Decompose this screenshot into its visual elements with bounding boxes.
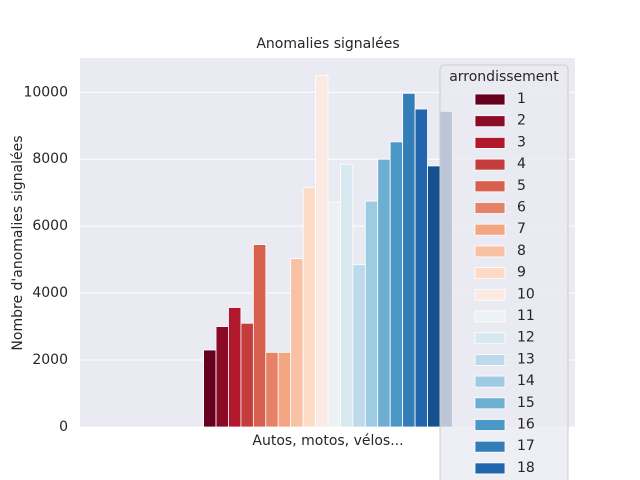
bar [327, 201, 341, 428]
legend-label: 13 [517, 351, 535, 367]
legend-label: 9 [517, 265, 526, 281]
legend-label: 2 [517, 113, 526, 129]
bar [240, 322, 254, 428]
bar [315, 75, 329, 428]
legend-swatch [474, 397, 506, 410]
legend-label: 18 [517, 460, 535, 476]
bar [427, 165, 441, 428]
legend-label: 3 [517, 134, 526, 150]
bar [364, 200, 379, 428]
bar [302, 187, 316, 428]
legend-swatch [474, 332, 506, 345]
legend-label: 17 [517, 438, 535, 454]
y-tick-label: 10000 [23, 84, 68, 100]
y-tick-label: 4000 [32, 285, 68, 301]
legend-swatch [474, 223, 506, 236]
legend-swatch [474, 245, 506, 258]
bar [290, 258, 304, 428]
legend-swatch [474, 310, 506, 323]
legend-swatch [474, 180, 506, 193]
legend-label: 4 [517, 156, 526, 172]
legend-label: 1 [517, 91, 526, 107]
legend-label: 16 [517, 417, 535, 433]
legend-label: 10 [517, 286, 535, 302]
bar [215, 326, 229, 428]
bar [277, 351, 292, 428]
y-tick-label: 6000 [32, 218, 68, 234]
legend-swatch [474, 267, 506, 280]
legend-title: arrondissement [449, 69, 559, 85]
legend-label: 12 [517, 330, 535, 346]
legend-swatch [474, 375, 506, 388]
bar [414, 108, 428, 428]
y-tick-label: 0 [59, 419, 68, 435]
bar [402, 92, 416, 428]
bar [352, 264, 366, 428]
bar [228, 307, 242, 428]
legend-label: 8 [517, 243, 526, 259]
legend-label: 5 [517, 178, 526, 194]
bar [203, 349, 217, 428]
legend-swatch [474, 440, 506, 453]
legend-swatch [474, 462, 506, 475]
legend-swatch [474, 115, 506, 128]
bar [389, 141, 404, 428]
bar [377, 158, 391, 428]
legend-swatch [474, 93, 506, 106]
legend-label: 6 [517, 200, 526, 216]
y-tick-label: 2000 [32, 352, 68, 368]
bar [252, 244, 267, 428]
legend-swatch [474, 288, 506, 301]
legend-swatch [474, 419, 506, 431]
chart-title: Anomalies signalées [256, 36, 399, 52]
bar [340, 163, 354, 428]
y-axis-label: Nombre d'anomalies signalées [10, 135, 26, 350]
legend-label: 15 [517, 395, 535, 411]
legend-swatch [474, 202, 506, 214]
bar [265, 351, 279, 428]
x-tick-label: Autos, motos, vélos... [252, 433, 403, 449]
legend-label: 7 [517, 221, 526, 237]
legend-swatch [474, 136, 506, 149]
legend-swatch [474, 353, 506, 366]
legend-label: 11 [517, 308, 535, 324]
legend-swatch [474, 158, 506, 171]
legend-label: 14 [517, 373, 535, 389]
y-tick-label: 8000 [32, 151, 68, 167]
